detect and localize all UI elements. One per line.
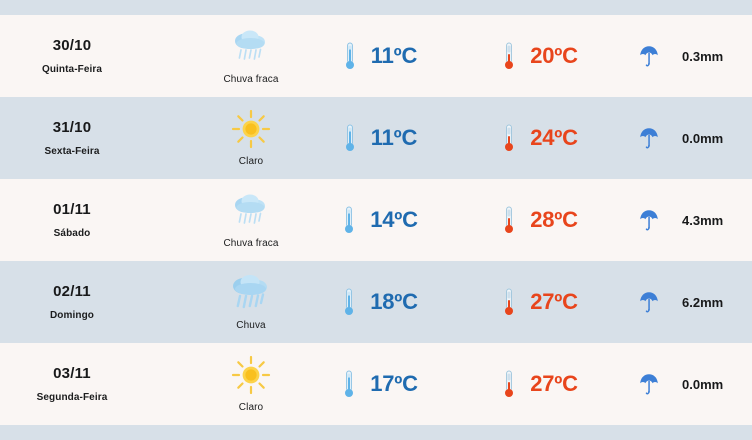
table-top-strip [0, 0, 752, 15]
thermometer-cold-icon [343, 123, 357, 153]
umbrella-icon [638, 44, 660, 68]
forecast-row-30-10[interactable]: 30/10 Quinta-Feira Chuva fraca [0, 15, 752, 97]
forecast-weekday: Domingo [49, 310, 95, 321]
min-temperature-value: 11ºC [370, 43, 418, 68]
rainfall-value: 6.2mm [682, 294, 724, 310]
forecast-row-02-11[interactable]: 02/11 Domingo Chuva [0, 261, 752, 343]
min-temperature-cell: 18ºC [300, 287, 460, 317]
max-temperature-cell: 28ºC [460, 205, 620, 235]
umbrella-icon [638, 290, 660, 314]
date-cell: 02/11 Domingo [0, 283, 150, 321]
thermometer-hot-icon [502, 41, 516, 71]
condition-cell: Chuva fraca [150, 191, 300, 249]
sun-clear-icon [231, 109, 271, 149]
rainfall-value: 0.3mm [682, 48, 724, 64]
min-temperature-value: 17ºC [370, 371, 418, 396]
condition-label: Chuva fraca [223, 238, 279, 249]
rainfall-cell: 0.0mm [620, 372, 752, 396]
max-temperature-value: 27ºC [530, 289, 578, 314]
thermometer-cold-icon [343, 41, 357, 71]
thermometer-cold-icon [342, 205, 356, 235]
forecast-date: 03/11 [53, 365, 91, 382]
min-temperature-cell: 11ºC [300, 123, 460, 153]
min-temperature-cell: 14ºC [300, 205, 460, 235]
max-temperature-value: 24ºC [530, 125, 578, 150]
date-cell: 30/10 Quinta-Feira [0, 37, 150, 75]
max-temperature-cell: 20ºC [460, 41, 620, 71]
forecast-weekday: Quinta-Feira [41, 64, 103, 75]
forecast-date: 31/10 [52, 119, 92, 136]
condition-cell: Chuva [150, 273, 300, 331]
max-temperature-value: 27ºC [530, 371, 578, 396]
condition-cell: Claro [150, 109, 300, 167]
rain-cloud-icon [233, 275, 267, 309]
rainfall-cell: 6.2mm [620, 290, 752, 314]
rainfall-cell: 4.3mm [620, 208, 752, 232]
max-temperature-cell: 27ºC [460, 369, 620, 399]
forecast-row-partial [0, 425, 752, 440]
condition-icon-slot [202, 191, 300, 231]
rainfall-value: 4.3mm [682, 212, 724, 228]
forecast-weekday: Segunda-Feira [36, 392, 108, 403]
condition-cell: Claro [150, 355, 300, 413]
umbrella-icon [638, 126, 660, 150]
thermometer-hot-icon [502, 205, 516, 235]
sun-clear-icon [231, 355, 271, 395]
min-temperature-value: 11ºC [370, 125, 418, 150]
thermometer-hot-icon [502, 369, 516, 399]
thermometer-cold-icon [342, 287, 356, 317]
forecast-date: 01/11 [53, 201, 91, 218]
rainfall-cell: 0.0mm [620, 126, 752, 150]
max-temperature-value: 20ºC [530, 43, 578, 68]
thermometer-cold-icon [342, 369, 356, 399]
rainfall-cell: 0.3mm [620, 44, 752, 68]
rainfall-value: 0.0mm [682, 130, 724, 146]
date-cell: 01/11 Sábado [0, 201, 150, 239]
condition-label: Claro [238, 156, 264, 167]
forecast-weekday: Sábado [53, 228, 91, 239]
condition-cell: Chuva fraca [150, 27, 300, 85]
umbrella-icon [638, 208, 660, 232]
forecast-row-03-11[interactable]: 03/11 Segunda-Feira Claro [0, 343, 752, 425]
thermometer-hot-icon [502, 287, 516, 317]
forecast-row-01-11[interactable]: 01/11 Sábado Chuva fraca [0, 179, 752, 261]
min-temperature-value: 14ºC [370, 207, 418, 232]
rain-light-cloud-icon [235, 194, 265, 224]
condition-icon-slot [202, 27, 300, 67]
condition-label: Chuva [236, 320, 266, 331]
rainfall-value: 0.0mm [682, 376, 724, 392]
condition-label: Chuva fraca [223, 74, 279, 85]
forecast-weekday: Sexta-Feira [44, 146, 100, 157]
condition-icon-slot [202, 109, 300, 149]
forecast-date: 02/11 [53, 283, 91, 300]
forecast-row-31-10[interactable]: 31/10 Sexta-Feira Claro [0, 97, 752, 179]
umbrella-icon [638, 372, 660, 396]
max-temperature-cell: 27ºC [460, 287, 620, 317]
max-temperature-value: 28ºC [530, 207, 578, 232]
min-temperature-cell: 17ºC [300, 369, 460, 399]
forecast-date: 30/10 [52, 37, 92, 54]
condition-icon-slot [202, 273, 300, 313]
thermometer-hot-icon [502, 123, 516, 153]
min-temperature-value: 18ºC [370, 289, 418, 314]
date-cell: 31/10 Sexta-Feira [0, 119, 150, 157]
date-cell: 03/11 Segunda-Feira [0, 365, 150, 403]
max-temperature-cell: 24ºC [460, 123, 620, 153]
min-temperature-cell: 11ºC [300, 41, 460, 71]
rain-light-cloud-icon [235, 30, 265, 60]
condition-label: Claro [238, 402, 264, 413]
condition-icon-slot [202, 355, 300, 395]
